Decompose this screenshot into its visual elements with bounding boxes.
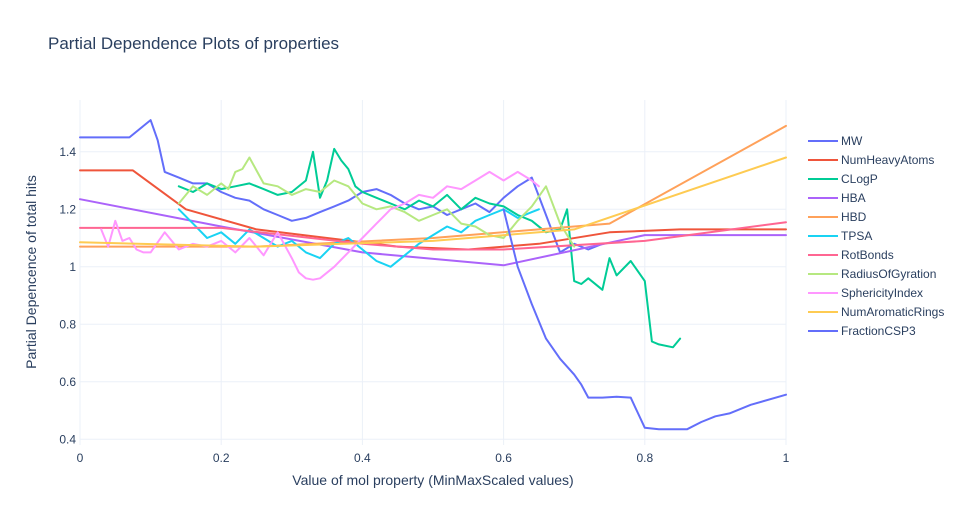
x-axis-title: Value of mol property (MinMaxScaled valu… <box>292 472 573 488</box>
series-line-tpsa <box>177 208 540 268</box>
series-layer <box>79 119 787 431</box>
legend-label: RotBonds <box>841 248 894 262</box>
y-tick-label: 1 <box>69 260 76 274</box>
x-tick-label: 0.4 <box>354 451 371 465</box>
legend-label: NumAromaticRings <box>841 305 944 319</box>
legend-item-fractioncsp3[interactable]: FractionCSP3 <box>808 324 916 338</box>
y-tick-label: 0.4 <box>59 432 76 446</box>
series-line-hba <box>79 198 787 267</box>
legend-label: MW <box>841 134 863 148</box>
legend-item-hba[interactable]: HBA <box>808 191 866 205</box>
series-line-radiusofgyration <box>177 156 576 248</box>
legend[interactable]: MW NumHeavyAtoms CLogP HBA HBD TPSA RotBonds Ra… <box>808 134 944 338</box>
legend-label: CLogP <box>841 172 878 186</box>
legend-item-numheavyatoms[interactable]: NumHeavyAtoms <box>808 153 934 167</box>
legend-item-radiusofgyration[interactable]: RadiusOfGyration <box>808 267 936 281</box>
legend-label: HBA <box>841 191 866 205</box>
tick-layer: 0 0.2 0.4 0.6 0.8 1 0.4 0.6 0.8 1 1.2 1.4 <box>59 145 789 465</box>
legend-item-sphericityindex[interactable]: SphericityIndex <box>808 286 923 300</box>
y-tick-label: 1.4 <box>59 145 76 159</box>
x-tick-label: 0.6 <box>495 451 512 465</box>
plot-background <box>80 100 786 445</box>
legend-label: TPSA <box>841 229 872 243</box>
legend-item-hbd[interactable]: HBD <box>808 210 867 224</box>
series-line-sphericityindex <box>100 170 540 281</box>
x-tick-label: 0.2 <box>213 451 230 465</box>
legend-label: FractionCSP3 <box>841 324 916 338</box>
y-tick-label: 0.6 <box>59 375 76 389</box>
legend-item-rotbonds[interactable]: RotBonds <box>808 248 894 262</box>
series-line-mw <box>79 119 604 254</box>
y-tick-label: 0.8 <box>59 317 76 331</box>
series-line-hbd <box>79 124 787 248</box>
legend-label: SphericityIndex <box>841 286 923 300</box>
legend-item-tpsa[interactable]: TPSA <box>808 229 872 243</box>
x-tick-label: 0 <box>77 451 84 465</box>
legend-label: RadiusOfGyration <box>841 267 936 281</box>
series-line-fractioncsp3 <box>502 208 787 431</box>
series-line-clogp <box>177 147 682 349</box>
legend-item-numaromaticrings[interactable]: NumAromaticRings <box>808 305 944 319</box>
x-tick-label: 0.8 <box>636 451 653 465</box>
x-tick-label: 1 <box>783 451 790 465</box>
series-line-numaromaticrings <box>79 156 787 248</box>
legend-item-mw[interactable]: MW <box>808 134 863 148</box>
legend-label: HBD <box>841 210 867 224</box>
legend-item-clogp[interactable]: CLogP <box>808 172 878 186</box>
y-tick-label: 1.2 <box>59 202 76 216</box>
legend-label: NumHeavyAtoms <box>841 153 934 167</box>
grid-layer <box>79 100 787 445</box>
chart-title: Partial Dependence Plots of properties <box>48 34 340 53</box>
y-axis-title: Partial Depencence of total hits <box>23 175 39 369</box>
series-line-rotbonds <box>79 221 787 251</box>
